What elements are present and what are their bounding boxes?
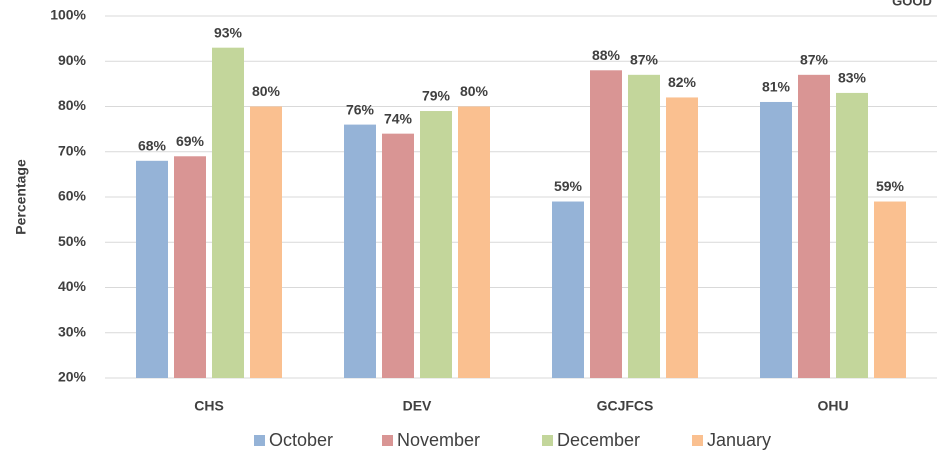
- bar: [420, 111, 452, 379]
- data-label: 69%: [176, 133, 205, 149]
- data-label: 74%: [384, 110, 413, 126]
- bar: [874, 201, 906, 378]
- y-tick-label: 20%: [58, 369, 87, 385]
- y-tick-label: 70%: [58, 142, 87, 158]
- data-label: 83%: [838, 70, 867, 86]
- bar: [174, 156, 206, 378]
- bar: [250, 106, 282, 378]
- data-label: 82%: [668, 74, 697, 90]
- bar: [590, 70, 622, 379]
- y-tick-label: 90%: [58, 52, 87, 68]
- bar: [760, 101, 792, 378]
- legend-swatch: [254, 435, 265, 446]
- y-tick-label: 100%: [50, 7, 86, 23]
- bar: [666, 97, 698, 378]
- data-label: 93%: [214, 24, 243, 40]
- legend-swatch: [692, 435, 703, 446]
- bar: [382, 133, 414, 378]
- data-label: 80%: [252, 83, 281, 99]
- annotation: GOOD: [892, 0, 932, 8]
- data-label: 59%: [876, 178, 905, 194]
- data-label: 88%: [592, 47, 621, 63]
- legend-label: December: [557, 430, 640, 450]
- y-axis-label: Percentage: [13, 159, 29, 235]
- bar: [212, 47, 244, 379]
- bar: [458, 106, 490, 378]
- x-tick-label: CHS: [194, 398, 224, 414]
- data-label: 81%: [762, 79, 791, 95]
- bar: [552, 201, 584, 378]
- y-tick-label: 30%: [58, 323, 87, 339]
- legend-label: October: [269, 430, 333, 450]
- y-tick-label: 80%: [58, 97, 87, 113]
- x-tick-label: DEV: [403, 398, 432, 414]
- x-tick-label: GCJFCS: [597, 398, 654, 414]
- y-tick-label: 60%: [58, 188, 87, 204]
- data-label: 68%: [138, 138, 167, 154]
- data-label: 59%: [554, 178, 583, 194]
- legend-label: November: [397, 430, 480, 450]
- legend-swatch: [382, 435, 393, 446]
- data-label: 76%: [346, 101, 375, 117]
- data-label: 87%: [630, 52, 659, 68]
- bar: [836, 92, 868, 379]
- legend-swatch: [542, 435, 553, 446]
- data-label: 79%: [422, 88, 451, 104]
- bar: [136, 160, 168, 378]
- data-label: 87%: [800, 52, 829, 68]
- y-tick-label: 40%: [58, 278, 87, 294]
- data-label: 80%: [460, 83, 489, 99]
- bar: [798, 74, 830, 378]
- bar: [344, 124, 376, 378]
- legend-label: January: [707, 430, 771, 450]
- bar: [628, 74, 660, 378]
- y-tick-label: 50%: [58, 233, 87, 249]
- x-tick-label: OHU: [817, 398, 848, 414]
